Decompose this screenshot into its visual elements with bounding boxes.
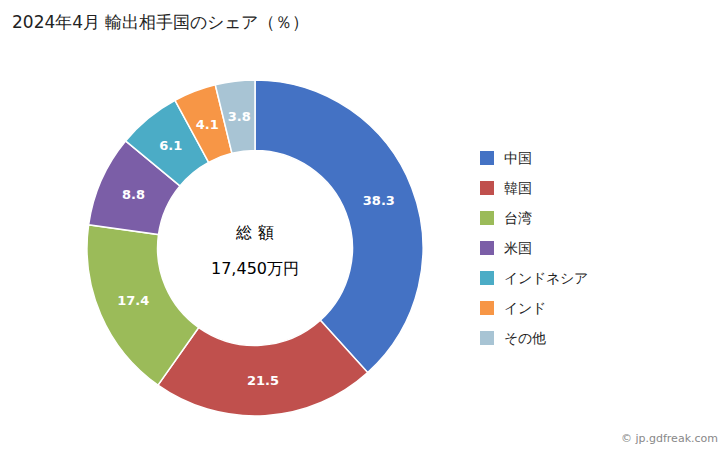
legend-swatch (480, 151, 494, 165)
legend-label: 韓国 (504, 180, 532, 196)
legend-swatch (480, 301, 494, 315)
data-label: 4.1 (196, 117, 219, 132)
legend-swatch (480, 181, 494, 195)
slice (215, 80, 255, 153)
data-label: 6.1 (159, 138, 182, 153)
center-label: 総 額 (235, 223, 273, 242)
slice (87, 225, 199, 385)
chart-container: 2024年4月 輸出相手国のシェア（％） 38.3 21.5 17.4 8.8 6.1 4.… (0, 0, 728, 450)
legend-label: 米国 (504, 240, 532, 256)
data-label: 21.5 (247, 373, 279, 388)
data-label: 17.4 (117, 293, 149, 308)
center-label: 17,450万円 (211, 259, 299, 278)
chart-svg: 2024年4月 輸出相手国のシェア（％） 38.3 21.5 17.4 8.8 6.1 4.… (0, 0, 728, 450)
legend-swatch (480, 211, 494, 225)
legend-label: 台湾 (504, 210, 532, 226)
data-labels: 38.3 21.5 17.4 8.8 6.1 4.1 3.8 (117, 109, 395, 388)
legend-swatch (480, 241, 494, 255)
slices (87, 80, 423, 416)
legend-swatch (480, 271, 494, 285)
data-label: 38.3 (363, 193, 395, 208)
legend-label: 中国 (504, 150, 532, 166)
data-label: 3.8 (228, 109, 251, 124)
legend-label: インドネシア (504, 270, 588, 286)
data-label: 8.8 (122, 187, 145, 202)
legend: 中国韓国台湾米国インドネシアインドその他 (480, 150, 588, 346)
slice (255, 80, 423, 373)
watermark: © jp.gdfreak.com (621, 432, 718, 445)
legend-label: インド (504, 300, 546, 316)
legend-swatch (480, 331, 494, 345)
legend-label: その他 (504, 330, 546, 346)
title: 2024年4月 輸出相手国のシェア（％） (12, 12, 309, 32)
